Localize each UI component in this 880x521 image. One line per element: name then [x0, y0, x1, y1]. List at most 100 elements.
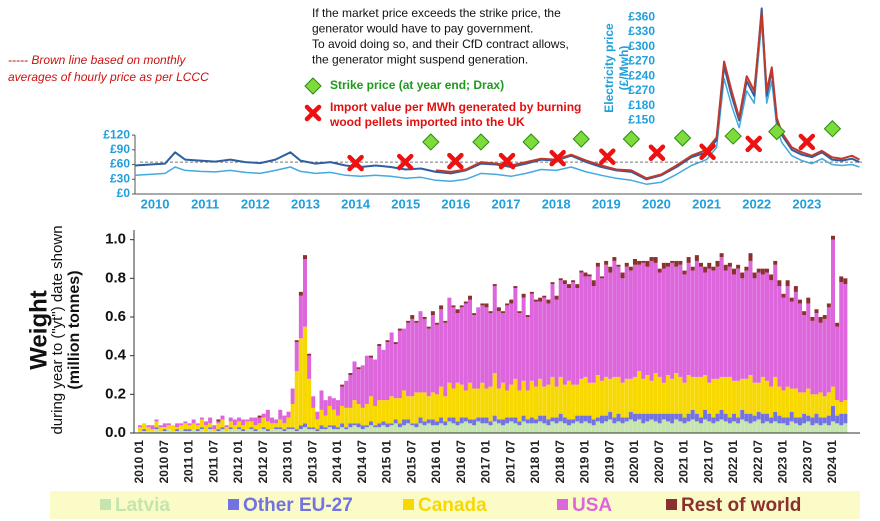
bar-segment — [542, 423, 547, 433]
bar-segment — [723, 421, 728, 433]
bar-segment — [257, 423, 262, 430]
bar-segment — [666, 421, 670, 433]
bar-segment — [195, 423, 200, 426]
bar-segment — [282, 429, 287, 432]
x-tick-label: 2011 01 — [182, 440, 196, 483]
bar-segment — [208, 423, 213, 428]
bar-segment — [525, 390, 530, 420]
bar-segment — [187, 423, 192, 426]
bar-segment — [294, 342, 299, 372]
x-tick-label: 2021 07 — [701, 440, 715, 484]
bar-segment — [798, 417, 802, 426]
bar-segment — [604, 421, 609, 433]
bar-segment — [633, 421, 637, 433]
bar-segment — [484, 423, 489, 433]
x-tick-label: 2016 07 — [454, 440, 468, 484]
cross-marker — [699, 143, 716, 161]
x-tick-label: 2015 — [391, 196, 420, 211]
bar-segment — [402, 425, 406, 433]
bar-segment — [653, 421, 658, 433]
y-tick-label: £270 — [628, 83, 655, 97]
bar-segment — [715, 421, 720, 433]
bar-segment — [331, 398, 336, 410]
bar-segment — [406, 419, 411, 424]
bar-segment — [538, 301, 543, 379]
bar-segment — [649, 419, 654, 433]
bar-segment — [501, 313, 505, 383]
bar-segment — [476, 421, 481, 433]
bar-segment — [777, 286, 782, 387]
bar-segment — [686, 421, 691, 433]
bar-segment — [360, 429, 365, 433]
bar-segment — [686, 375, 691, 414]
bar-segment — [587, 415, 592, 424]
bar-segment — [249, 417, 254, 422]
bar-segment — [686, 257, 691, 263]
bar-segment — [624, 262, 629, 267]
bar-segment — [216, 419, 221, 422]
bar-segment — [286, 417, 291, 428]
bar-segment — [146, 427, 151, 432]
bar-segment — [529, 417, 534, 424]
bar-segment — [826, 392, 831, 416]
bar-segment — [686, 262, 691, 375]
bar-segment — [740, 272, 745, 279]
bar-segment — [228, 417, 233, 422]
bar-segment — [265, 429, 270, 432]
bar-segment — [789, 421, 794, 433]
bar-segment — [311, 396, 316, 408]
bar-segment — [810, 317, 815, 321]
bar-segment — [810, 394, 815, 418]
bar-segment — [480, 305, 485, 383]
y-axis-label: during year to ("yt") date shown — [49, 225, 66, 434]
x-tick-label: 2013 07 — [305, 440, 319, 484]
bar-segment — [653, 373, 658, 414]
bar-segment — [624, 266, 629, 379]
bar-segment — [777, 423, 782, 433]
bar-segment — [451, 423, 456, 433]
x-tick-label: 2015 07 — [404, 440, 418, 484]
bar-segment — [253, 431, 258, 433]
bar-segment — [389, 332, 394, 397]
cross-marker — [798, 133, 816, 151]
bar-segment — [608, 378, 613, 412]
bar-segment — [175, 423, 180, 428]
bar-segment — [608, 419, 613, 433]
bar-segment — [822, 417, 827, 424]
bar-segment — [666, 266, 670, 375]
bar-segment — [550, 376, 555, 418]
bar-segment — [422, 392, 427, 422]
bar-segment — [459, 307, 464, 385]
bar-segment — [769, 417, 774, 424]
bar-segment — [496, 419, 501, 424]
legend-swatch — [100, 499, 111, 510]
bar-segment — [509, 299, 514, 304]
bar-segment — [402, 390, 406, 420]
bar-segment — [554, 386, 559, 418]
bar-segment — [719, 376, 724, 410]
bar-segment — [377, 427, 382, 433]
bar-segment — [212, 425, 217, 430]
bar-segment — [558, 421, 563, 433]
bar-segment — [534, 386, 538, 420]
x-tick-label: 2010 07 — [157, 440, 171, 484]
x-tick-label: 2020 — [642, 196, 671, 211]
x-tick-label: 2014 01 — [330, 440, 344, 484]
bar-segment — [727, 262, 732, 267]
bar-segment — [344, 407, 349, 428]
bar-segment — [208, 427, 213, 430]
bar-segment — [492, 373, 497, 416]
bar-segment — [732, 380, 736, 414]
y-tick-label: £330 — [628, 24, 655, 38]
bar-segment — [290, 429, 295, 433]
bar-segment — [294, 371, 299, 430]
bar-segment — [344, 429, 349, 433]
bar-segment — [608, 266, 613, 273]
bar-segment — [633, 259, 637, 265]
bar-segment — [744, 378, 749, 414]
bar-segment — [554, 417, 559, 424]
bar-segment — [323, 400, 328, 416]
bar-segment — [286, 411, 291, 418]
bar-segment — [620, 382, 625, 418]
bar-segment — [414, 392, 419, 424]
